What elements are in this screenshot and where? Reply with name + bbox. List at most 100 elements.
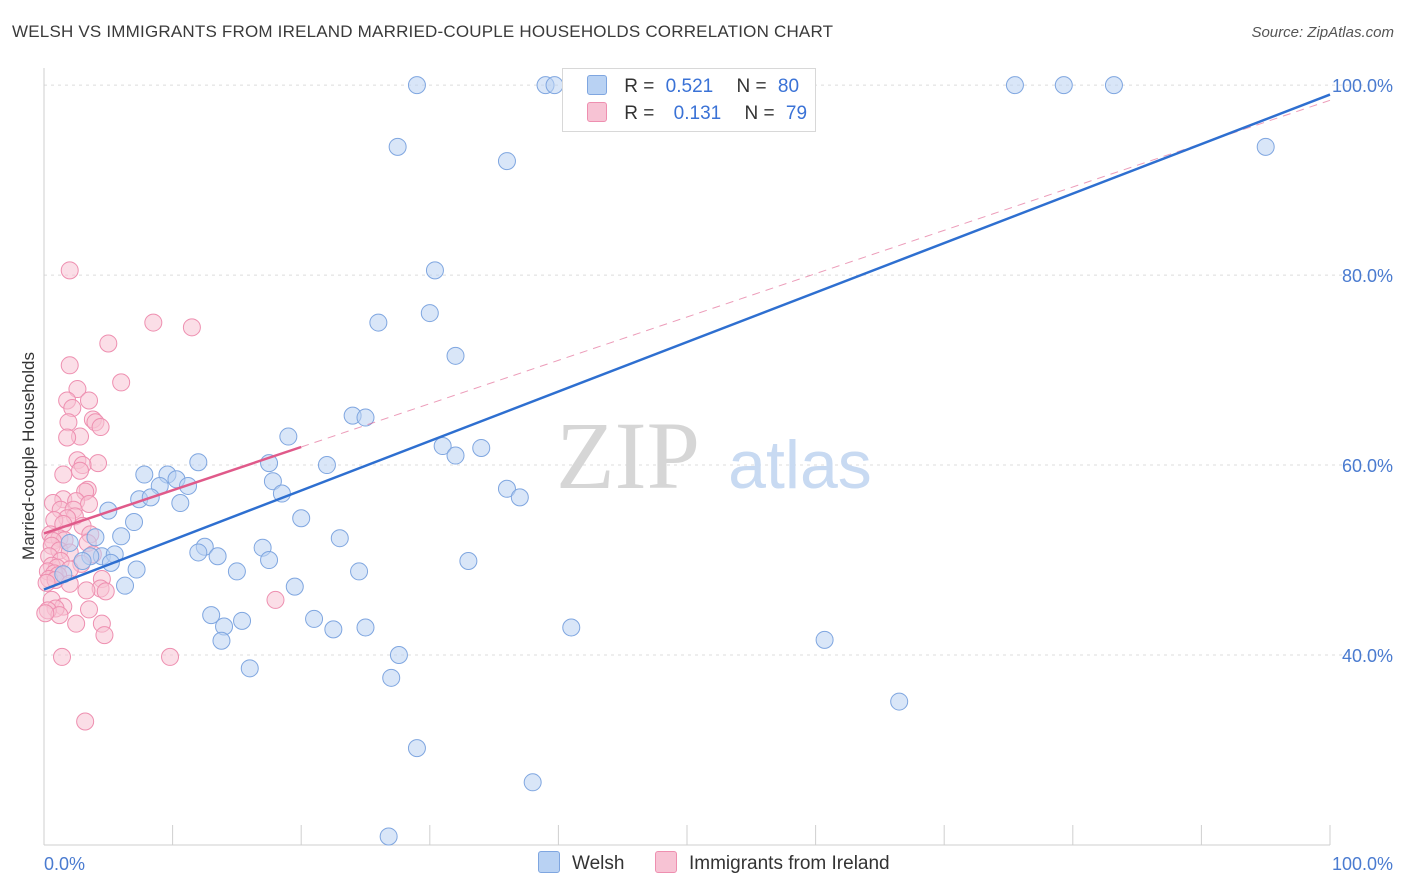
welsh-point [1104,76,1123,95]
ireland-point [80,600,99,619]
welsh-point [562,618,581,637]
welsh-point [233,611,252,630]
legend-r-label: R = [624,76,655,97]
welsh-point [379,827,398,846]
welsh-point [279,427,298,446]
welsh-point [497,479,516,498]
welsh-point [446,446,465,465]
y-tick-label: 60.0% [1342,456,1393,476]
gridlines [44,84,1395,656]
ireland-point [144,313,163,332]
welsh-point [60,533,79,552]
ireland-point [80,494,99,513]
ireland-point [71,461,90,480]
ireland-point [266,590,285,609]
welsh-point [116,576,135,595]
welsh-point [1005,76,1024,95]
welsh-point [208,547,227,566]
welsh-point [324,620,343,639]
y-tick-label: 100.0% [1332,76,1393,96]
y-tick-label: 80.0% [1342,266,1393,286]
ireland-point [161,647,180,666]
ireland-point [91,418,110,437]
welsh-point [389,646,408,665]
welsh-point [388,137,407,156]
ireland-point [96,582,115,601]
ireland-point [58,428,77,447]
welsh-point [459,551,478,570]
welsh-point [1054,76,1073,95]
ireland-trendline [43,445,302,535]
welsh-point [407,76,426,95]
ireland-point [67,614,86,633]
welsh-point [263,472,282,491]
ireland-point [112,373,131,392]
ireland-point [59,413,78,432]
welsh-point [356,618,375,637]
welsh-legend-label: Welsh [572,853,625,874]
welsh-point [407,739,426,758]
welsh-point [510,488,529,507]
welsh-point [350,562,369,581]
welsh-point [189,543,208,562]
welsh-point [125,513,144,532]
welsh-point [425,261,444,280]
welsh-legend-swatch [538,851,560,873]
welsh-point [472,438,491,457]
ireland-point [89,454,108,473]
ireland-point [80,391,99,410]
watermark: ZIP atlas [556,402,872,509]
welsh-trendline [43,93,1331,591]
ireland-swatch [587,102,607,122]
welsh-point [523,773,542,792]
welsh-point [240,659,259,678]
welsh-point [356,408,375,427]
ireland-point [53,647,72,666]
legend-n-value: 79 [785,103,808,124]
welsh-point [497,152,516,171]
welsh-point [86,528,105,547]
welsh-point [420,304,439,323]
legend-n-label: N = [744,103,775,124]
ireland-point [36,604,55,623]
ireland-point [60,356,79,375]
legend-row-ireland: R = 0.131 N = 79 [587,102,807,126]
ireland-series [36,261,285,731]
trendlines [43,93,1331,591]
axes [43,68,1331,846]
ireland-point [77,581,96,600]
legend-r-value: 0.131 [673,103,722,124]
welsh-series [54,76,1275,846]
ireland-legend-swatch [655,851,677,873]
welsh-point [330,529,349,548]
ireland-legend-label: Immigrants from Ireland [689,853,890,874]
welsh-point [815,630,834,649]
welsh-point [285,577,304,596]
legend-n-label: N = [736,76,767,97]
welsh-point [227,562,246,581]
welsh-point [171,494,190,513]
ireland-point [182,318,201,337]
welsh-point [212,631,231,650]
welsh-point [382,668,401,687]
welsh-point [890,692,909,711]
welsh-point [433,437,452,456]
legend-r-value: 0.521 [665,76,714,97]
welsh-point [260,551,279,570]
welsh-point [112,527,131,546]
welsh-point [127,560,146,579]
y-tick-label: 40.0% [1342,646,1393,666]
welsh-point [73,551,92,570]
welsh-point [305,609,324,628]
x-tick-label-min: 0.0% [44,854,85,874]
welsh-point [1256,137,1275,156]
correlation-legend: R = 0.521 N = 80 R = 0.131 N = 79 [562,68,816,132]
welsh-swatch [587,75,607,95]
watermark-atlas: atlas [728,427,872,503]
legend-r-label: R = [624,103,655,124]
welsh-point [317,456,336,475]
ireland-point [76,712,95,731]
welsh-point [135,465,154,484]
legend-n-value: 80 [777,76,800,97]
